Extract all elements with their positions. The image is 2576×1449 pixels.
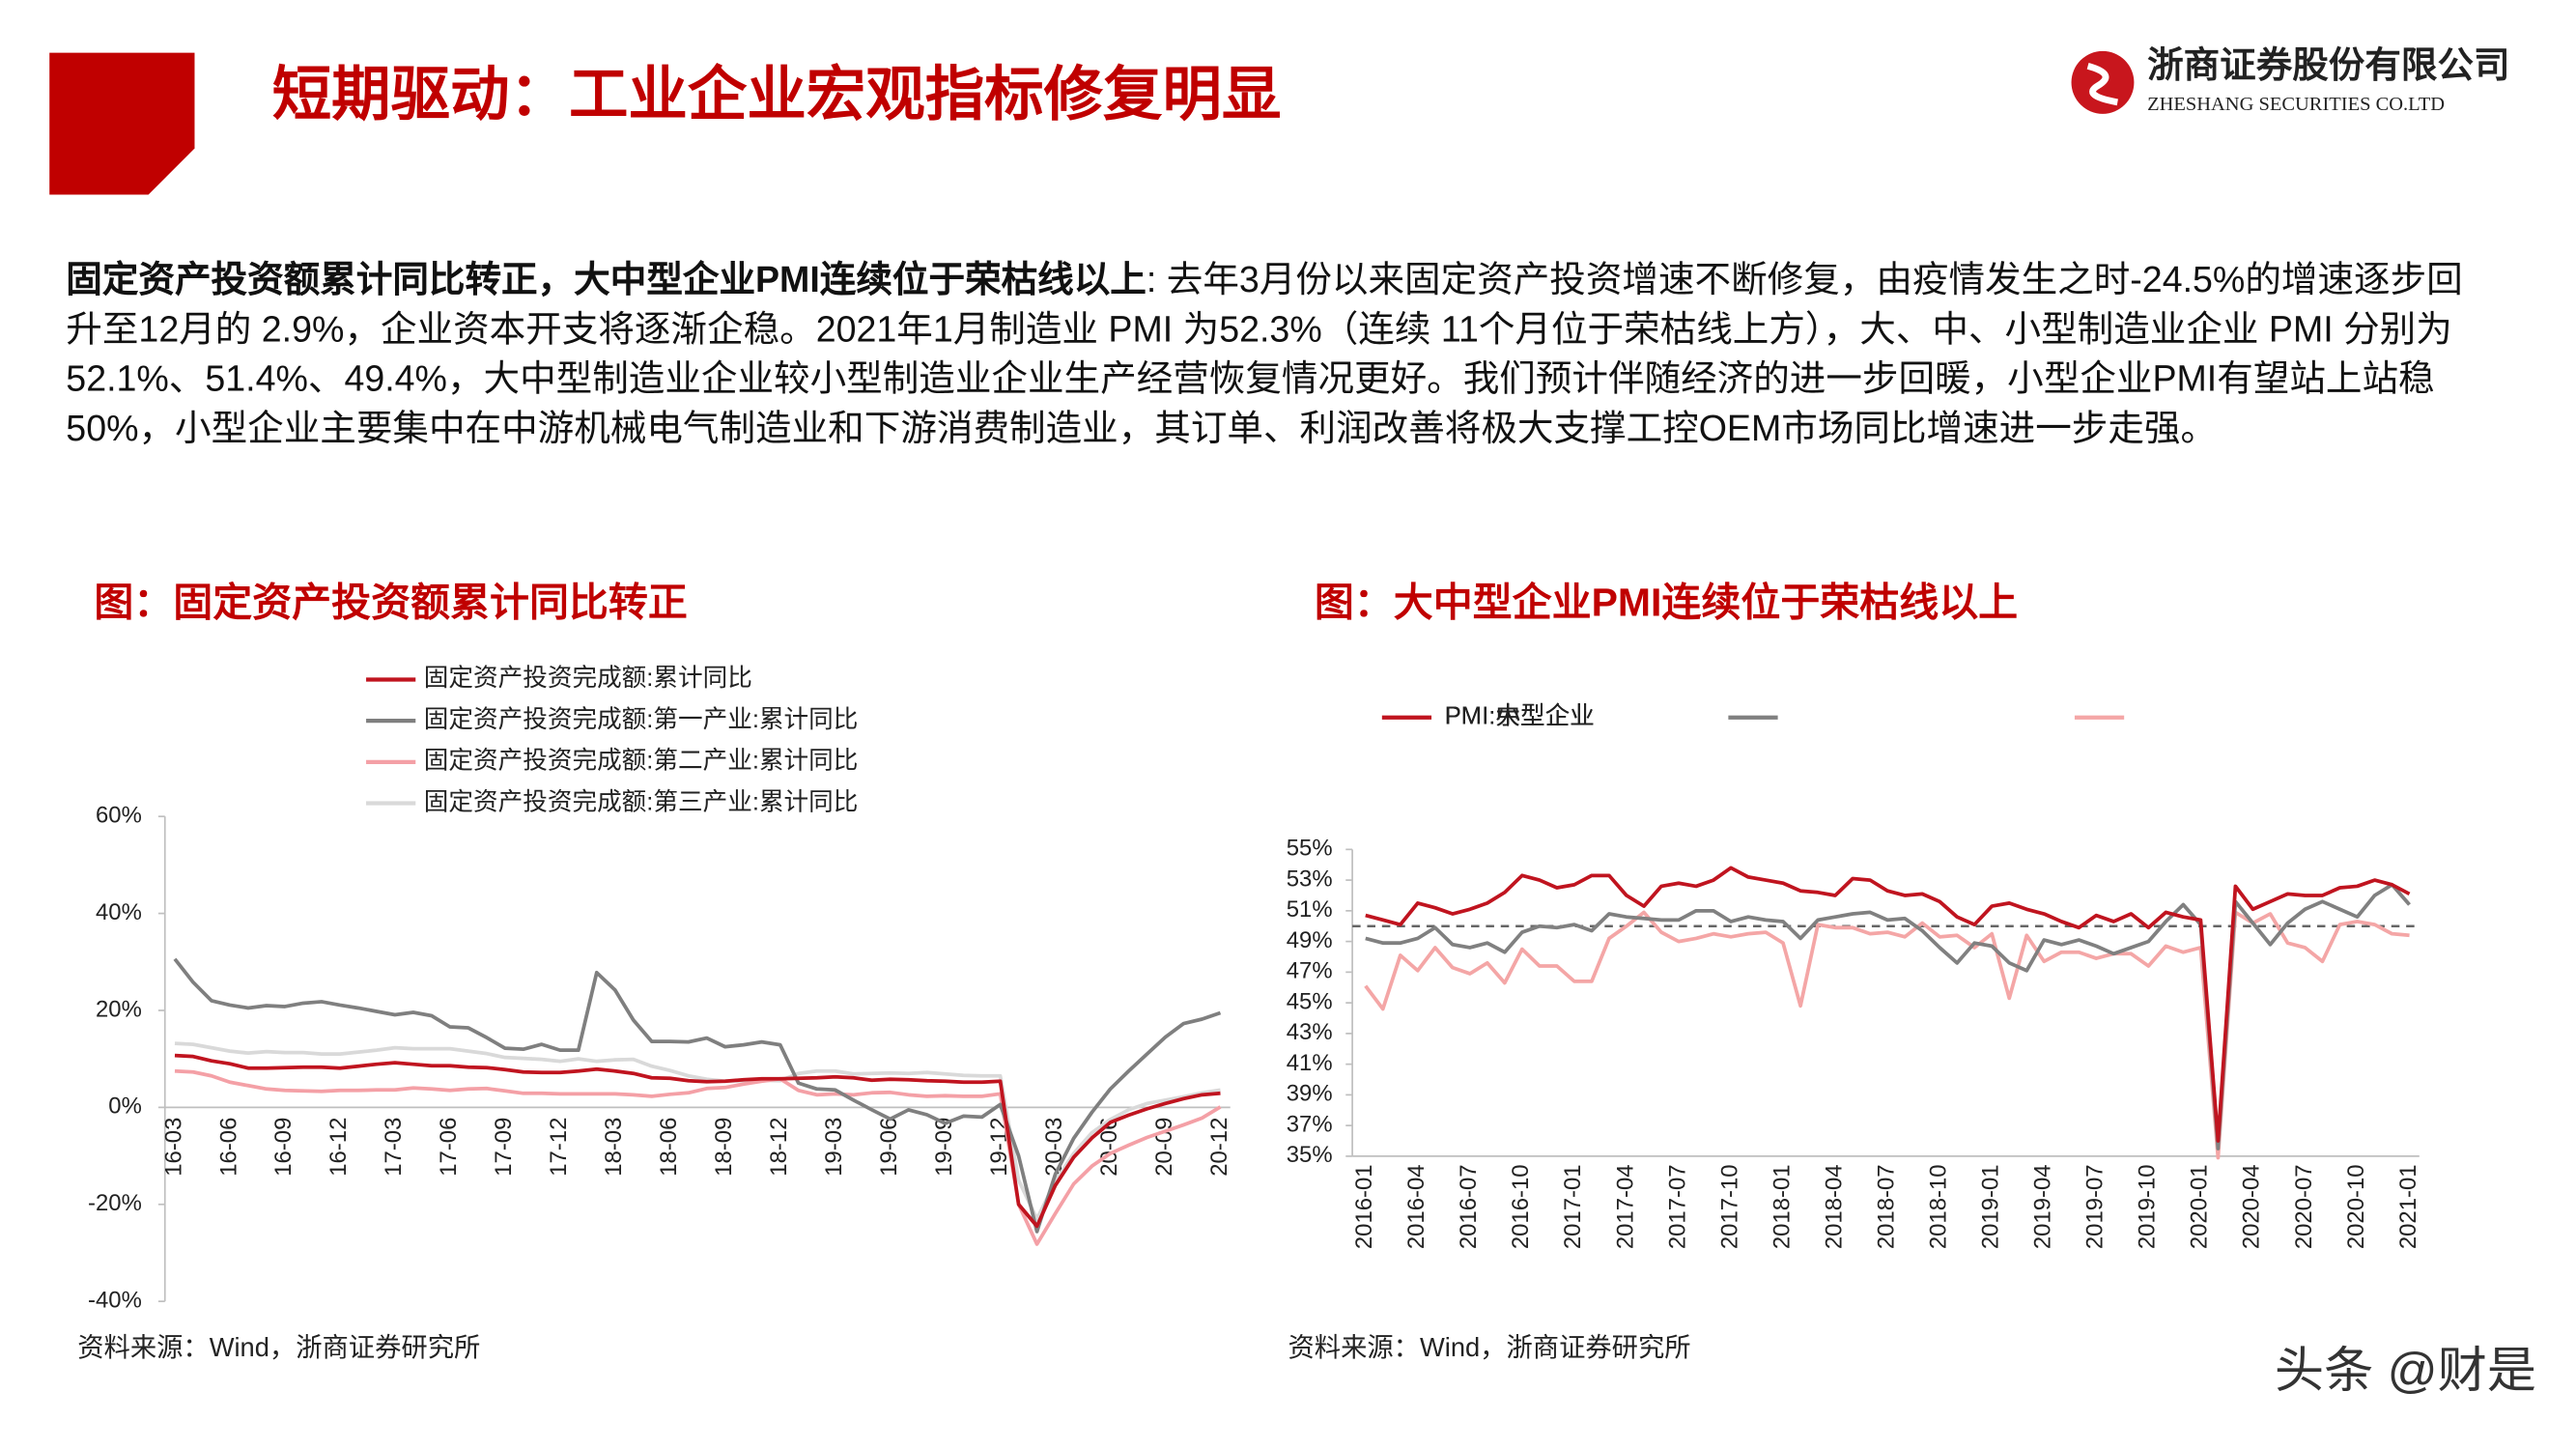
x-tick-label: 2016-07 [1456,1164,1482,1249]
x-tick-label: 19-03 [821,1118,847,1177]
x-tick-label: 2019-04 [2030,1164,2056,1249]
x-tick-label: 2017-07 [1664,1164,1690,1249]
paragraph-lead: 固定资产投资额累计同比转正，大中型企业PMI连续位于荣枯线以上 [66,259,1146,300]
chart-source: 资料来源：Wind，浙商证券研究所 [1288,1332,1691,1362]
chart-source: 资料来源：Wind，浙商证券研究所 [77,1332,480,1362]
x-tick-label: 2020-04 [2239,1164,2265,1249]
x-tick-label: 17-12 [546,1118,572,1177]
y-tick-label: 0% [108,1094,142,1120]
series-line [1365,882,2411,1151]
y-tick-label: 49% [1287,927,1333,953]
chart-title: 图：大中型企业PMI连续位于荣枯线以上 [1315,580,2018,624]
x-tick-label: 17-09 [491,1118,517,1177]
x-tick-label: 2017-10 [1716,1164,1742,1249]
y-tick-label: 37% [1287,1111,1333,1137]
x-tick-label: 20-03 [1041,1118,1067,1177]
x-tick-label: 19-06 [876,1118,902,1177]
legend-label: 固定资产投资完成额:第三产业:累计同比 [424,787,859,815]
series-line [174,1068,1222,1246]
x-tick-label: 2016-10 [1508,1164,1534,1249]
legend-label: PMI:大型企业 [1445,701,1595,729]
x-tick-label: 18-06 [656,1118,682,1177]
x-tick-label: 16-12 [326,1118,352,1177]
company-name-en: ZHESHANG SECURITIES CO.LTD [2147,94,2445,115]
legend-label: 固定资产投资完成额:第一产业:累计同比 [424,705,859,733]
series-line [1365,866,2411,1143]
x-tick-label: 16-09 [270,1118,297,1177]
y-tick-label: 55% [1287,836,1333,862]
series-line [1364,910,2410,1160]
x-tick-label: 2018-01 [1769,1164,1795,1249]
x-tick-label: 20-09 [1151,1118,1177,1177]
y-tick-label: -40% [88,1287,142,1313]
series-line [173,957,1222,1234]
x-tick-label: 18-12 [766,1118,792,1177]
legend-label: 固定资产投资完成额:累计同比 [424,664,752,692]
x-tick-label: 2016-04 [1403,1164,1430,1249]
x-tick-label: 16-06 [215,1118,241,1177]
x-tick-label: 2019-07 [2082,1164,2109,1249]
x-tick-label: 2018-07 [1873,1164,1899,1249]
y-tick-label: 35% [1287,1142,1333,1168]
x-tick-label: 17-06 [436,1118,462,1177]
x-tick-label: 17-03 [381,1118,407,1177]
paragraph-text: : 去年3月份以来固定资产投资增速不断修复，由疫情发生之时-24.5%的增速逐步… [66,259,2463,449]
legend-label: 固定资产投资完成额:第二产业:累计同比 [424,747,859,775]
y-tick-label: 45% [1287,988,1333,1014]
x-tick-label: 2020-07 [2291,1164,2317,1249]
logo [2071,50,2135,114]
y-tick-label: 51% [1287,896,1333,923]
y-tick-label: 40% [96,899,142,925]
y-tick-label: 53% [1287,866,1333,892]
chart-title: 图：固定资产投资额累计同比转正 [94,580,688,624]
x-tick-label: 2019-01 [1978,1164,2004,1249]
x-tick-label: 20-12 [1206,1118,1232,1177]
slide-title: 短期驱动：工业企业宏观指标修复明显 [272,62,1282,128]
y-tick-label: 47% [1287,958,1333,984]
y-tick-label: 39% [1287,1081,1333,1107]
x-tick-label: 18-09 [711,1118,737,1177]
legend-label: PMI:小型企业 [1445,701,1595,729]
x-tick-label: 19-09 [931,1118,957,1177]
y-tick-label: 20% [96,996,142,1022]
x-tick-label: 2020-01 [2187,1164,2213,1249]
x-tick-label: 2018-04 [1821,1164,1847,1249]
header-block [49,52,195,195]
legend-label: PMI:中型企业 [1445,701,1595,729]
y-tick-label: -20% [88,1190,142,1216]
y-tick-label: 60% [96,802,142,828]
x-tick-label: 2019-10 [2135,1164,2161,1249]
y-tick-label: 41% [1287,1050,1333,1076]
x-tick-label: 2017-04 [1612,1164,1638,1249]
x-tick-label: 2021-01 [2395,1164,2421,1249]
series-line [174,1053,1221,1229]
x-tick-label: 18-03 [601,1118,627,1177]
x-tick-label: 2018-10 [1926,1164,1952,1249]
summary-paragraph: 固定资产投资额累计同比转正，大中型企业PMI连续位于荣枯线以上: 去年3月份以来… [66,256,2498,454]
company-name: 浙商证券股份有限公司 [2147,44,2509,85]
x-tick-label: 16-03 [160,1118,186,1177]
y-tick-label: 43% [1287,1019,1333,1045]
x-tick-label: 2020-10 [2343,1164,2369,1249]
watermark: 头条 @财是 [2275,1343,2536,1398]
x-tick-label: 2016-01 [1351,1164,1377,1249]
x-tick-label: 2017-01 [1560,1164,1586,1249]
